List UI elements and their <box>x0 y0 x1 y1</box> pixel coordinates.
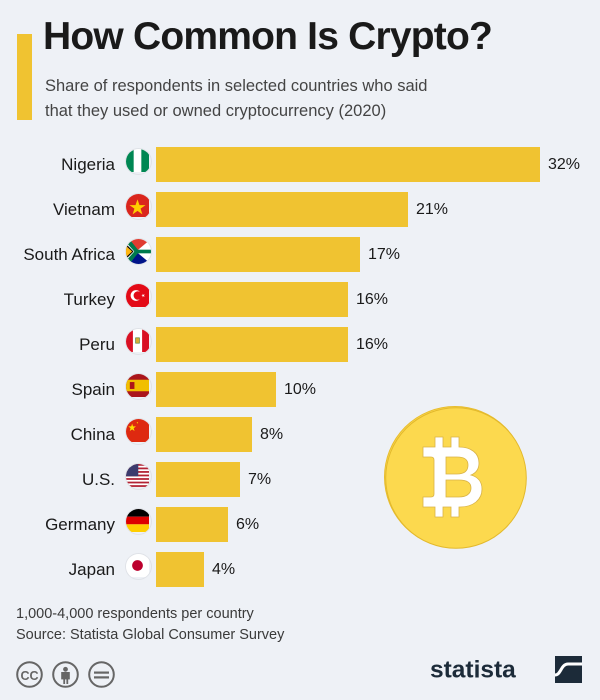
svg-text:CC: CC <box>20 669 38 683</box>
svg-text:statista: statista <box>430 657 516 684</box>
